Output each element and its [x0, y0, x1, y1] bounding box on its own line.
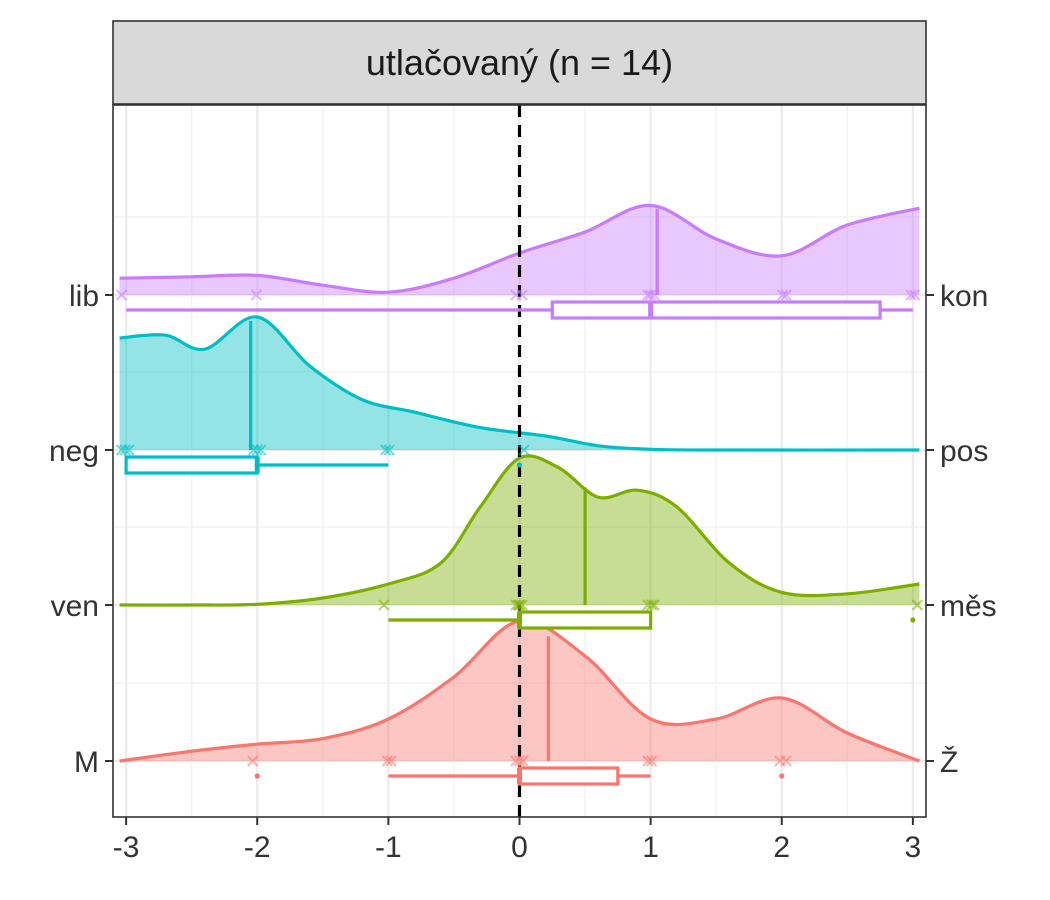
data-point-stroke — [250, 289, 263, 301]
data-point-stroke — [247, 755, 259, 767]
data-point — [123, 444, 135, 456]
y-label-left: ven — [51, 590, 99, 623]
data-point — [250, 289, 263, 301]
data-point-stroke — [518, 444, 530, 456]
data-point — [780, 289, 792, 301]
data-point — [251, 444, 263, 456]
data-point-stroke — [905, 289, 917, 301]
box-outlier — [254, 773, 260, 779]
data-point-stroke — [123, 444, 135, 456]
data-point-stroke — [379, 444, 392, 456]
data-point — [642, 755, 654, 767]
data-point — [642, 599, 654, 611]
density-line-neg — [119, 315, 920, 452]
x-tick-label: -2 — [244, 831, 271, 864]
data-point-stroke — [908, 289, 921, 301]
data-point — [776, 289, 789, 301]
box-body-M — [517, 766, 620, 786]
data-point-stroke — [378, 599, 390, 611]
box-body-lib — [550, 300, 882, 320]
data-point-stroke — [776, 289, 789, 301]
data-point — [644, 289, 657, 301]
strip-background — [112, 20, 927, 105]
box-body-ven — [517, 610, 653, 630]
data-point — [378, 599, 390, 611]
box-outlier — [516, 462, 523, 468]
density-fill-lib — [119, 205, 920, 295]
data-point-stroke — [385, 755, 397, 767]
y-label-right: Ž — [940, 746, 958, 779]
data-point-stroke — [644, 289, 657, 301]
data-point-stroke — [517, 755, 529, 767]
data-point — [645, 755, 658, 767]
data-point-stroke — [774, 755, 786, 767]
y-label-left: lib — [69, 280, 99, 313]
data-point — [255, 444, 267, 456]
data-point-stroke — [115, 289, 128, 301]
data-point-stroke — [510, 289, 522, 301]
y-label-right: pos — [940, 435, 988, 468]
point-layer — [115, 289, 924, 767]
data-point — [510, 289, 522, 301]
data-point — [115, 289, 128, 301]
x-tick-label: -3 — [113, 831, 140, 864]
data-point-stroke — [383, 444, 395, 456]
axis-layer: -3 -2 -1 0 1 2 3 lib kon neg pos ven měs M Ž — [49, 280, 997, 864]
data-point — [247, 755, 259, 767]
data-point — [383, 444, 395, 456]
box-outlier — [779, 773, 785, 779]
box-outlier — [910, 617, 916, 623]
density-line-ven — [119, 454, 920, 607]
data-point — [119, 444, 131, 456]
data-point — [905, 289, 917, 301]
data-point — [908, 289, 921, 301]
density-fill-neg — [119, 316, 920, 451]
data-point-stroke — [642, 289, 654, 301]
data-point — [385, 755, 397, 767]
data-point — [645, 599, 658, 611]
data-point-stroke — [513, 755, 526, 767]
data-point-stroke — [513, 599, 526, 611]
data-point — [517, 755, 529, 767]
data-point — [774, 755, 786, 767]
data-point — [518, 444, 530, 456]
data-point — [379, 444, 392, 456]
data-point — [513, 599, 526, 611]
data-point-stroke — [251, 444, 263, 456]
boxplot-layer — [124, 300, 916, 786]
data-point-stroke — [119, 444, 131, 456]
data-point — [911, 599, 924, 611]
data-point-stroke — [911, 599, 924, 611]
data-point-stroke — [645, 755, 658, 767]
data-point-stroke — [510, 599, 522, 611]
x-tick-label: 1 — [642, 831, 659, 864]
data-point — [510, 599, 522, 611]
y-label-left: neg — [49, 435, 99, 468]
x-tick-label: 3 — [905, 831, 922, 864]
data-point-stroke — [642, 599, 654, 611]
data-point — [381, 755, 394, 767]
data-point — [642, 289, 654, 301]
box-body-neg — [124, 455, 259, 475]
x-tick-label: -1 — [375, 831, 402, 864]
y-label-left: M — [74, 746, 99, 779]
data-point-stroke — [642, 755, 654, 767]
y-label-right: měs — [940, 590, 997, 623]
data-point-stroke — [780, 289, 792, 301]
data-point — [513, 755, 526, 767]
data-point-stroke — [381, 755, 394, 767]
data-point-stroke — [255, 444, 267, 456]
x-tick-label: 2 — [773, 831, 790, 864]
data-point-stroke — [645, 599, 658, 611]
strip-title: utlačovaný (n = 14) — [366, 42, 673, 83]
y-label-right: kon — [940, 280, 988, 313]
x-tick-label: 0 — [511, 831, 528, 864]
